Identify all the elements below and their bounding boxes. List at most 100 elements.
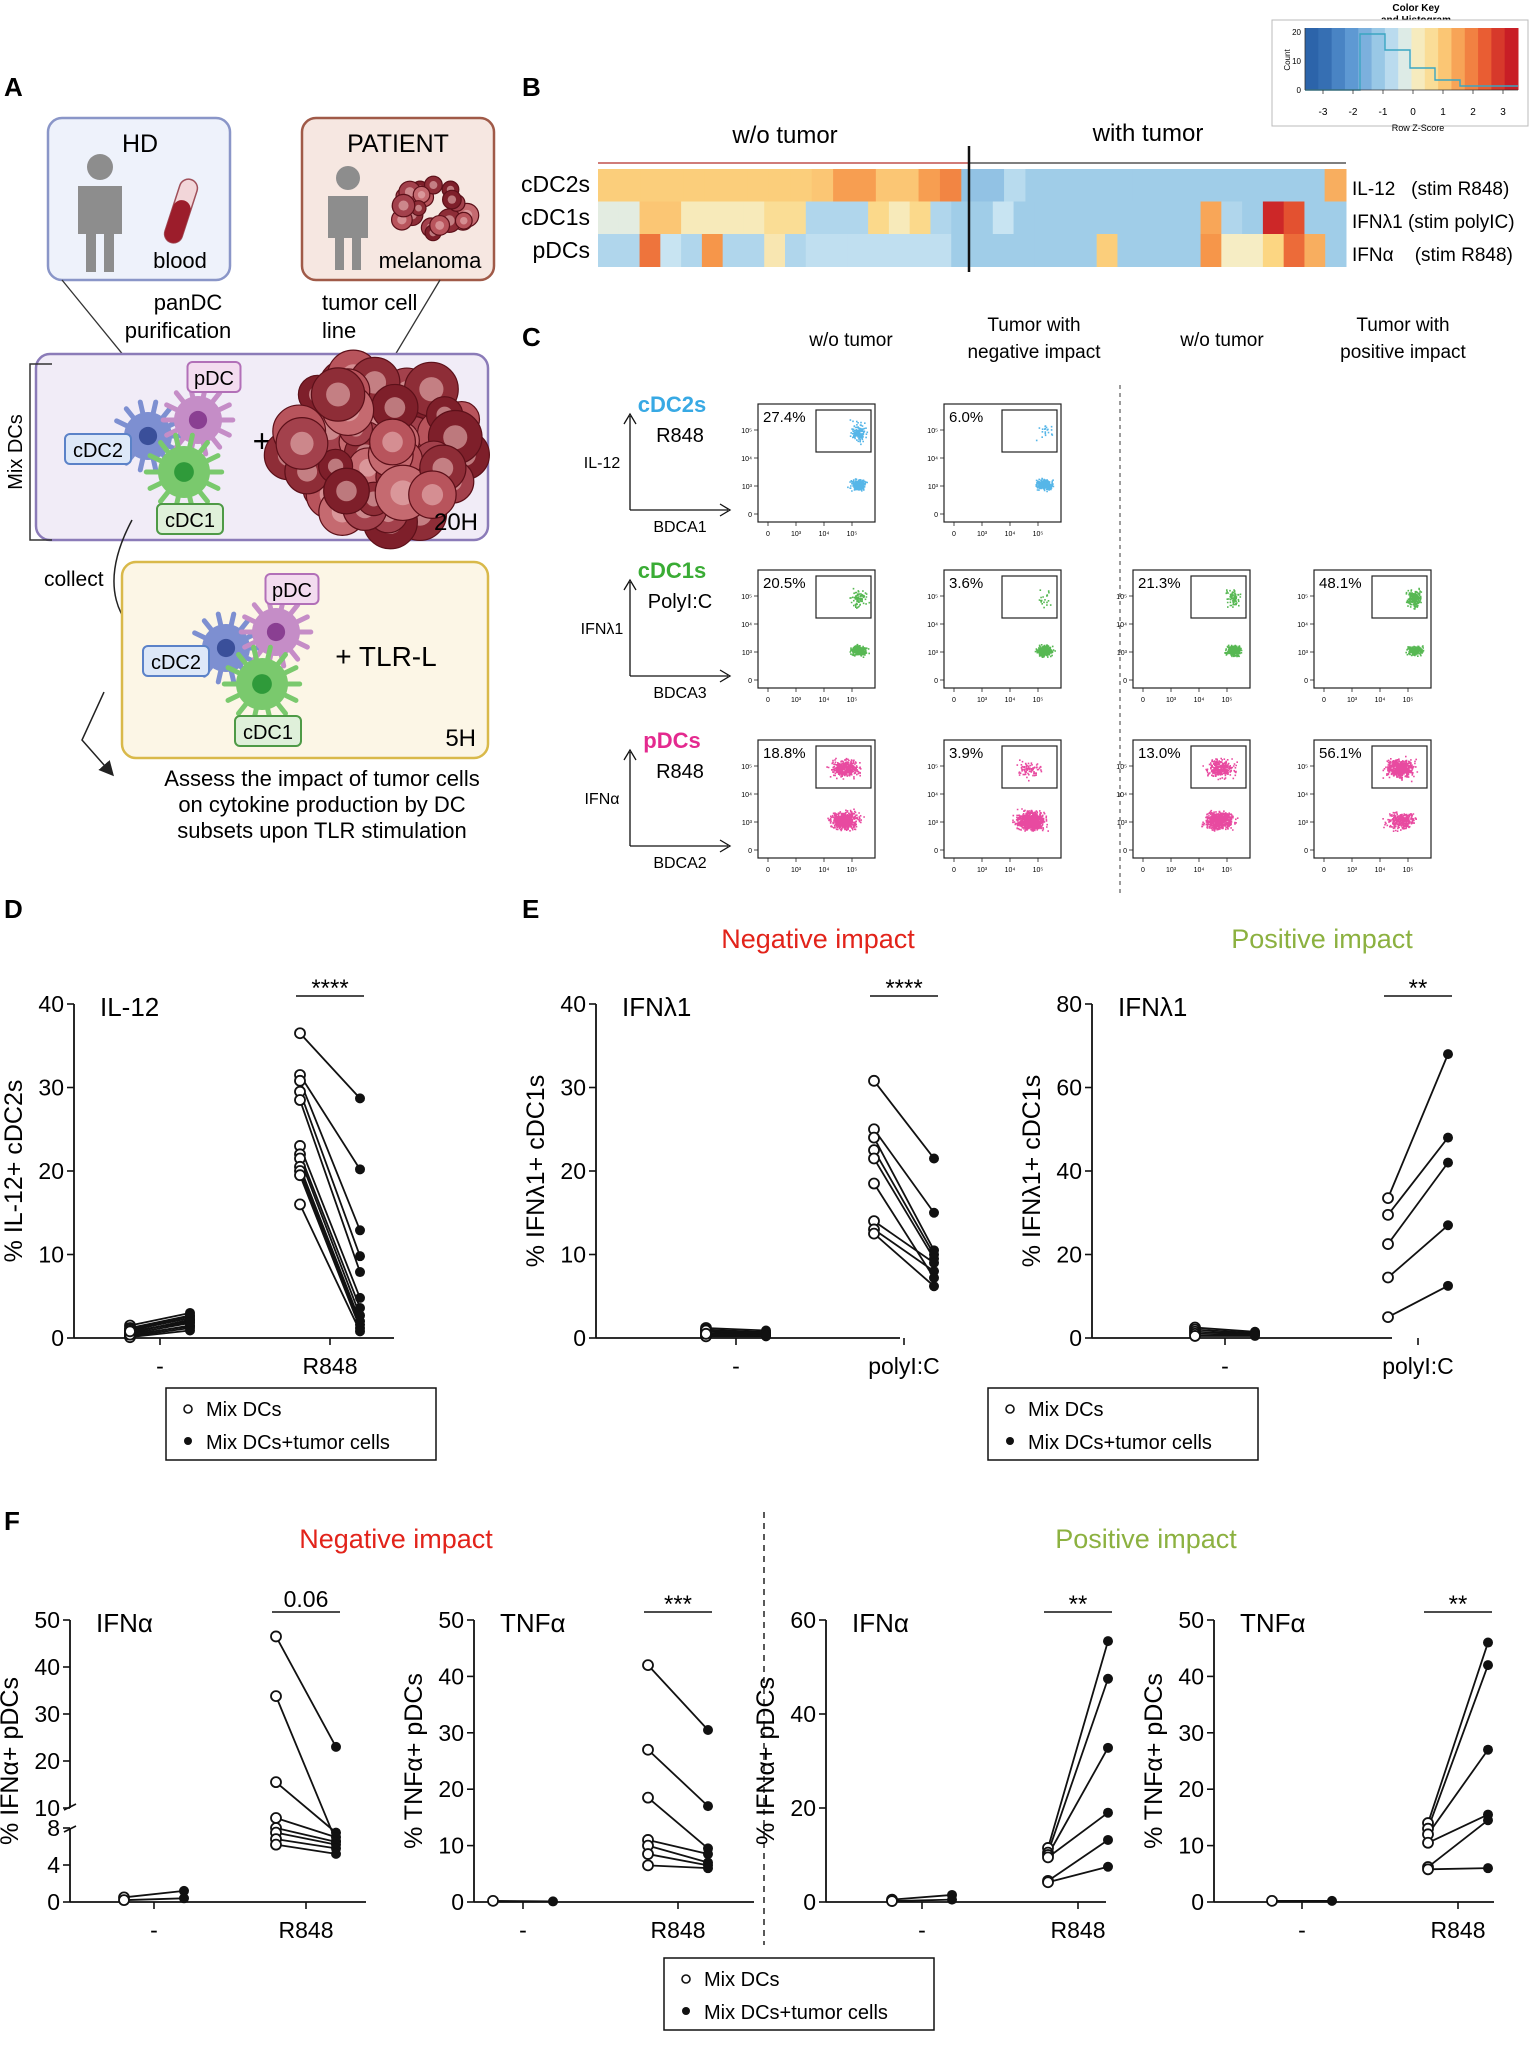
flow-x-tick: 10⁵ bbox=[1222, 697, 1233, 704]
point-mix-dcs bbox=[1382, 1192, 1394, 1205]
flow-y-tick: 10⁴ bbox=[741, 456, 752, 463]
flow-x-tick: 10³ bbox=[1347, 867, 1358, 874]
pair-line bbox=[492, 1899, 554, 1903]
pair-line bbox=[647, 1844, 709, 1864]
pair-line bbox=[873, 1080, 935, 1160]
flow-x-tick: 10⁴ bbox=[1194, 867, 1205, 874]
point-mix-dcs-tumor bbox=[355, 1164, 365, 1175]
point-mix-dcs bbox=[1382, 1311, 1394, 1324]
color-key-swatch bbox=[1491, 28, 1506, 90]
flow-x-tick: 10⁵ bbox=[847, 697, 858, 704]
chart-title: TNFα bbox=[1240, 1608, 1306, 1638]
color-key-swatch bbox=[1451, 28, 1466, 90]
pair-line bbox=[275, 1831, 337, 1846]
y-tick-label: 20 bbox=[1056, 1242, 1082, 1268]
y-tick-label: 80 bbox=[1056, 991, 1082, 1017]
point-mix-dcs bbox=[270, 1812, 282, 1824]
y-tick-label: 20 bbox=[38, 1158, 64, 1184]
y-tick-label: 10 bbox=[1178, 1833, 1204, 1859]
color-key-swatch bbox=[1305, 28, 1319, 90]
flow-x-tick: 0 bbox=[766, 697, 770, 704]
flow-percent: 48.1% bbox=[1319, 575, 1362, 592]
pair-line bbox=[129, 1314, 191, 1329]
point-mix-dcs-tumor bbox=[1103, 1742, 1113, 1753]
assess-l3: subsets upon TLR stimulation bbox=[177, 818, 466, 843]
panel-label-d: D bbox=[4, 894, 23, 924]
heatmap-cell bbox=[1075, 201, 1098, 235]
point-mix-dcs-tumor bbox=[331, 1741, 341, 1752]
assess-l1: Assess the impact of tumor cells bbox=[164, 766, 479, 791]
flow-x-tick: 10⁴ bbox=[1005, 531, 1016, 538]
flow-gate bbox=[815, 409, 872, 453]
flow-percent: 13.0% bbox=[1138, 745, 1181, 762]
flow-plot: 0 0 10³ 10³ 10⁴ 10⁴ 10⁵ 10⁵ 3.6% bbox=[927, 569, 1062, 704]
pair-line bbox=[705, 1327, 767, 1332]
y-tick-label: 30 bbox=[438, 1720, 464, 1746]
x-tick-label: R848 bbox=[279, 1917, 334, 1943]
flow-y-tick: 0 bbox=[934, 678, 938, 685]
heatmap-cell bbox=[764, 234, 786, 267]
flow-y-tick: 10⁵ bbox=[1116, 594, 1127, 601]
pair-line bbox=[1047, 1747, 1109, 1856]
point-mix-dcs-tumor bbox=[1483, 1744, 1493, 1755]
flow-x-label: BDCA1 bbox=[653, 519, 706, 536]
y-tick-label: 10 bbox=[560, 1242, 586, 1268]
color-key-tick: 3 bbox=[1500, 107, 1506, 118]
color-key-tick: 1 bbox=[1440, 107, 1446, 118]
heatmap-cell bbox=[1260, 169, 1283, 202]
point-mix-dcs bbox=[1382, 1271, 1394, 1284]
heatmap-cell bbox=[930, 234, 952, 267]
point-mix-dcs-tumor bbox=[1103, 1861, 1113, 1872]
flow-x-tick: 10⁴ bbox=[1194, 697, 1205, 704]
point-mix-dcs-tumor bbox=[1103, 1636, 1113, 1647]
panel-label-e: E bbox=[522, 894, 539, 924]
point-mix-dcs bbox=[700, 1327, 712, 1340]
stimulation-box bbox=[120, 560, 490, 760]
color-key-ytick: 10 bbox=[1292, 57, 1301, 66]
heatmap-cell bbox=[930, 201, 952, 235]
pair-line bbox=[129, 1315, 191, 1331]
point-mix-dcs-tumor bbox=[703, 1863, 713, 1874]
x-tick-label: R848 bbox=[651, 1917, 706, 1943]
heatmap-cell bbox=[662, 169, 684, 202]
pdc-cell bbox=[160, 383, 236, 457]
flow-y-tick: 10⁴ bbox=[927, 622, 938, 629]
pair-line bbox=[1194, 1326, 1256, 1333]
flow-x-tick: 0 bbox=[952, 697, 956, 704]
pair-line bbox=[1194, 1330, 1256, 1335]
point-mix-dcs bbox=[868, 1131, 880, 1144]
pair-line bbox=[647, 1796, 709, 1850]
flow-events bbox=[1035, 425, 1055, 493]
flow-plot: 0 0 10³ 10³ 10⁴ 10⁴ 10⁵ 10⁵ 21.3% bbox=[1116, 569, 1251, 704]
y-axis-label: % IFNλ1+ cDC1s bbox=[1018, 1075, 1046, 1267]
flow-x-tick: 10³ bbox=[791, 697, 802, 704]
pair-line bbox=[275, 1843, 337, 1855]
heatmap-cell bbox=[1046, 169, 1069, 202]
blood-tube-icon bbox=[163, 178, 199, 244]
flow-events bbox=[849, 587, 871, 658]
y-tick-label: 40 bbox=[38, 991, 64, 1017]
assess-l2: on cytokine production by DC bbox=[178, 792, 465, 817]
y-tick-label: 50 bbox=[438, 1607, 464, 1633]
flow-col-4b: positive impact bbox=[1340, 342, 1466, 363]
point-mix-dcs-tumor bbox=[1483, 1660, 1493, 1671]
y-tick-label: 20 bbox=[560, 1158, 586, 1184]
point-mix-dcs-tumor bbox=[947, 1894, 957, 1905]
point-mix-dcs-tumor bbox=[929, 1153, 939, 1164]
x-tick-label: - bbox=[519, 1917, 527, 1943]
tumor-cells-icon bbox=[263, 349, 490, 550]
y-tick-label: 40 bbox=[1178, 1663, 1204, 1689]
mix-dcs-label: Mix DCs bbox=[5, 414, 27, 490]
point-mix-dcs bbox=[642, 1859, 654, 1872]
pair-line bbox=[123, 1890, 185, 1899]
y-tick-label: 0 bbox=[451, 1889, 464, 1915]
color-key-ylabel: Count bbox=[1283, 49, 1292, 71]
flow-plots: cDC2s R848 IL-12 BDCA1 0 0 10³ 10³ 10⁴ 10⁴ 10⁵ 10⁵ 2… bbox=[581, 392, 1432, 874]
pair-line bbox=[299, 1074, 361, 1170]
chart-title: IL-12 bbox=[100, 992, 159, 1022]
heatmap-cell bbox=[1075, 234, 1098, 267]
flow-y-tick: 10⁴ bbox=[1297, 622, 1308, 629]
pair-line bbox=[873, 1220, 935, 1264]
x-tick-label: polyI:C bbox=[1382, 1353, 1454, 1379]
